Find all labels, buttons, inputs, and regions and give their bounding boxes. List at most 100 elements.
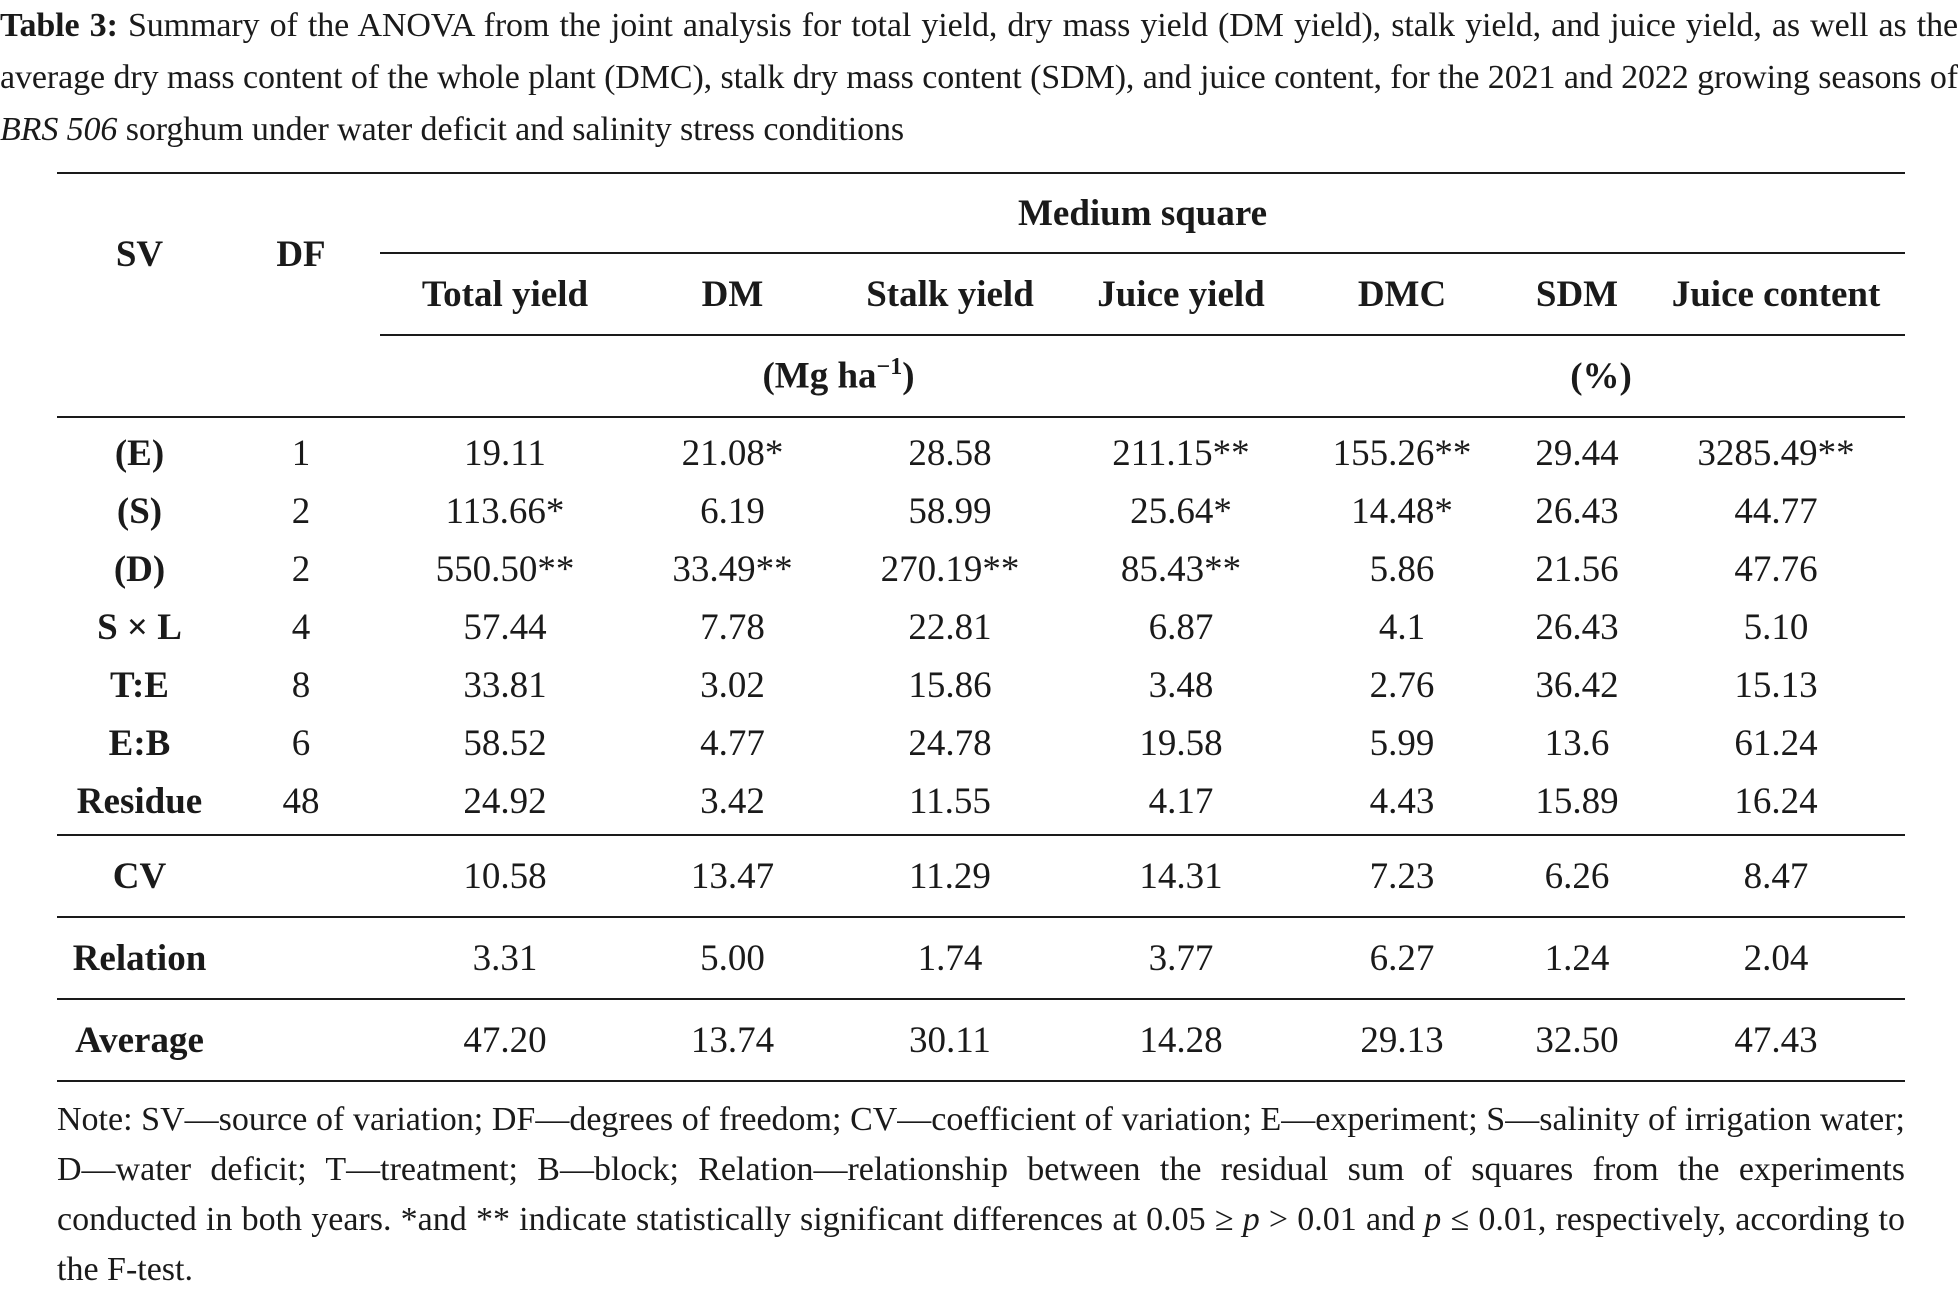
row-value: 5.10 xyxy=(1743,606,1809,648)
row-value: 113.66* xyxy=(445,490,565,532)
header-row-columns: Total yield DM Stalk yield Juice yield D… xyxy=(57,253,1906,336)
row-value: 550.50** xyxy=(435,548,575,590)
row-value: 2.04 xyxy=(1647,917,1906,1000)
row-source: Relation xyxy=(57,917,222,1000)
table-row: T:E 8 33.81 3.02 15.86 3.48 2.76 36.42 15.13 xyxy=(57,656,1905,714)
header-juice-content: Juice content xyxy=(1647,253,1906,336)
row-value: 7.78 xyxy=(700,606,765,648)
row-value: 10.58 xyxy=(380,835,630,918)
row-value: 47.76 xyxy=(1734,548,1818,590)
row-value: 26.43 xyxy=(1535,606,1619,648)
row-value: 5.99 xyxy=(1369,722,1435,764)
row-value: 14.31 xyxy=(1065,835,1297,918)
row-value: 61.24 xyxy=(1734,722,1818,764)
note-p-2: p xyxy=(1424,1201,1442,1238)
row-value: 33.49** xyxy=(672,548,793,590)
row-source: CV xyxy=(57,835,222,918)
row-df xyxy=(222,917,380,1000)
units-mass: (Mg ha−1) xyxy=(380,335,1297,418)
row-source: Residue xyxy=(57,772,222,836)
row-value: 3.77 xyxy=(1065,917,1297,1000)
row-value: 6.27 xyxy=(1297,917,1507,1000)
row-value: 3.31 xyxy=(380,917,630,1000)
row-df: 2 xyxy=(291,548,311,590)
row-source: (S) xyxy=(116,490,163,532)
row-value: 57.44 xyxy=(463,606,547,648)
row-value: 3.48 xyxy=(1148,664,1214,706)
row-value: 21.08* xyxy=(681,432,784,474)
note-text-3: ≤ 0.01, respectively, according to the F… xyxy=(57,1201,1905,1288)
header-juice-yield: Juice yield xyxy=(1065,253,1297,336)
row-value: 3.42 xyxy=(630,772,835,836)
row-value: 6.26 xyxy=(1507,835,1647,918)
row-value: 4.43 xyxy=(1297,772,1507,836)
header-sdm: SDM xyxy=(1507,253,1647,336)
units-percent: (%) xyxy=(1297,335,1906,418)
row-value: 5.00 xyxy=(630,917,835,1000)
note-text-2: > 0.01 and xyxy=(1259,1201,1425,1238)
row-value: 47.20 xyxy=(380,999,630,1082)
row-value: 6.19 xyxy=(700,490,765,532)
row-value: 28.58 xyxy=(908,432,992,474)
row-value: 22.81 xyxy=(908,606,992,648)
row-source: S × L xyxy=(97,606,182,648)
row-source: (D) xyxy=(113,548,166,590)
row-value: 29.13 xyxy=(1297,999,1507,1082)
row-df: 2 xyxy=(291,490,311,532)
row-value: 155.26** xyxy=(1332,432,1472,474)
row-value: 15.13 xyxy=(1734,664,1818,706)
row-value: 24.92 xyxy=(380,772,630,836)
row-value: 13.6 xyxy=(1544,722,1610,764)
units-blank-df xyxy=(222,335,380,418)
caption-text: Summary of the ANOVA from the joint anal… xyxy=(0,7,1958,96)
header-stalk-yield: Stalk yield xyxy=(835,253,1065,336)
row-value: 13.74 xyxy=(630,999,835,1082)
row-value: 19.11 xyxy=(464,432,546,474)
stat-row: Relation 3.31 5.00 1.74 3.77 6.27 1.24 2.04 xyxy=(57,917,1906,1000)
header-medium-square: Medium square xyxy=(380,172,1906,254)
row-value: 24.78 xyxy=(908,722,992,764)
row-source: T:E xyxy=(110,664,169,706)
row-source: (E) xyxy=(114,432,165,474)
table-row: E:B 6 58.52 4.77 24.78 19.58 5.99 13.6 61.24 xyxy=(57,714,1905,772)
stat-row: CV 10.58 13.47 11.29 14.31 7.23 6.26 8.47 xyxy=(57,835,1906,918)
header-total-yield: Total yield xyxy=(380,253,630,336)
row-value: 4.1 xyxy=(1378,606,1426,648)
row-value: 19.58 xyxy=(1139,722,1223,764)
table-row: Residue 48 24.92 3.42 11.55 4.17 4.43 15.89 16.2… xyxy=(57,772,1906,836)
note-p-1: p xyxy=(1242,1201,1260,1238)
row-df: 4 xyxy=(291,606,311,648)
row-value: 58.52 xyxy=(463,722,547,764)
row-value: 1.24 xyxy=(1507,917,1647,1000)
row-value: 4.77 xyxy=(700,722,765,764)
row-value: 44.77 xyxy=(1734,490,1818,532)
table-row: (S) 2 113.66* 6.19 58.99 25.64* 14.48* 26.43 44.… xyxy=(57,482,1905,540)
row-value: 8.47 xyxy=(1647,835,1906,918)
table-note: Note: SV—source of variation; DF—degrees… xyxy=(57,1095,1905,1295)
row-value: 15.89 xyxy=(1507,772,1647,836)
row-source: Average xyxy=(57,999,222,1082)
table-row: (E) 1 19.11 21.08* 28.58 211.15** 155.26** 29.4… xyxy=(57,417,1905,482)
header-df: DF xyxy=(222,172,380,335)
table-body: (E) 1 19.11 21.08* 28.58 211.15** 155.26** 29.4… xyxy=(57,417,1906,836)
row-value: 4.17 xyxy=(1065,772,1297,836)
header-row-group: SV DF Medium square xyxy=(57,172,1906,335)
caption-text-end: sorghum under water deficit and salinity… xyxy=(117,111,905,148)
row-df xyxy=(222,835,380,918)
table-row: S × L 4 57.44 7.78 22.81 6.87 4.1 26.43 5.10 xyxy=(57,598,1905,656)
caption-label: Table 3: xyxy=(0,7,118,44)
row-value: 30.11 xyxy=(835,999,1065,1082)
units-mass-close: ) xyxy=(902,355,915,397)
row-value: 11.55 xyxy=(835,772,1065,836)
row-df: 48 xyxy=(222,772,380,836)
header-dm: DM xyxy=(630,253,835,336)
row-value: 85.43** xyxy=(1120,548,1242,590)
row-value: 14.48* xyxy=(1351,490,1453,532)
anova-table: SV DF Medium square Total yield DM Stalk… xyxy=(57,172,1906,1082)
header-dmc: DMC xyxy=(1297,253,1507,336)
row-value: 29.44 xyxy=(1535,432,1619,474)
caption-cultivar: BRS 506 xyxy=(0,111,118,148)
row-df xyxy=(222,999,380,1082)
row-value: 211.15** xyxy=(1112,432,1250,474)
row-df: 1 xyxy=(291,432,311,474)
